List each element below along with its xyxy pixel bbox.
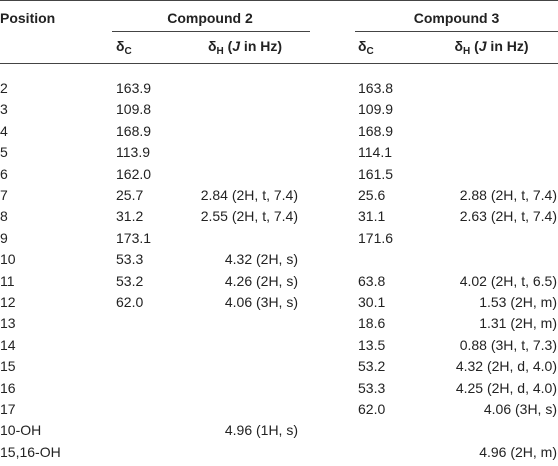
carbon-shift: 63.8: [358, 272, 386, 289]
position: 10: [0, 251, 16, 268]
carbon-shift: 168.9: [116, 122, 152, 139]
carbon-shift: 53.3: [116, 251, 144, 268]
subscript: H: [462, 46, 471, 57]
carbon-shift: 171.6: [358, 229, 394, 246]
carbon-shift: 114.1: [358, 144, 392, 161]
carbon-shift: 53.2: [358, 358, 386, 375]
position: 5: [0, 144, 8, 161]
coupling-j: J: [232, 38, 241, 54]
position: 10-OH: [0, 422, 42, 439]
carbon-shift: 109.8: [116, 101, 152, 118]
proton-shift: 4.06 (3H, s): [483, 401, 557, 417]
proton-shift: 4.32 (2H, d, 4.0): [455, 358, 557, 375]
carbon-shift: 113.9: [116, 144, 150, 161]
proton-shift: 4.96 (1H, s): [224, 422, 298, 439]
text: (: [223, 38, 233, 54]
carbon-shift: 162.0: [116, 165, 152, 182]
proton-shift: 4.26 (2H, s): [224, 272, 298, 289]
proton-shift: 2.63 (2H, t, 7.4): [459, 208, 557, 225]
text: in Hz): [486, 38, 529, 54]
header-compound: Compound 2: [167, 10, 253, 26]
group-rule: [355, 31, 558, 32]
subscript: C: [124, 46, 132, 57]
subscript: C: [366, 46, 374, 57]
proton-shift: 2.55 (2H, t, 7.4): [200, 208, 298, 225]
proton-shift: 1.53 (2H, m): [479, 294, 557, 310]
subheader-carbon: δC: [358, 37, 374, 57]
proton-shift: 1.31 (2H, m): [479, 315, 557, 332]
carbon-shift: 62.0: [116, 294, 144, 310]
position: 13: [0, 315, 16, 332]
carbon-shift: 18.6: [358, 315, 386, 332]
carbon-shift: 31.2: [116, 208, 144, 225]
delta: δ: [116, 38, 125, 54]
subheader-proton: δH (J in Hz): [180, 37, 310, 57]
position: 15,16-OH: [0, 443, 61, 460]
carbon-shift: 31.1: [358, 208, 386, 225]
carbon-shift: 62.0: [358, 401, 386, 417]
position: 4: [0, 122, 8, 139]
top-rule: [0, 0, 558, 1]
proton-shift: 2.84 (2H, t, 7.4): [200, 187, 298, 203]
position: 17: [0, 401, 16, 417]
group-rule: [112, 31, 310, 32]
proton-shift: 4.25 (2H, d, 4.0): [455, 379, 557, 396]
carbon-shift: 161.5: [358, 165, 394, 182]
subscript: H: [216, 46, 224, 57]
text: in Hz): [240, 38, 283, 54]
carbon-shift: 163.9: [116, 80, 152, 96]
carbon-shift: 30.1: [358, 294, 386, 310]
position: 7: [0, 187, 8, 203]
proton-shift: 4.06 (3H, s): [224, 294, 298, 310]
position: 15: [0, 358, 16, 375]
position: 2: [0, 80, 8, 96]
position: 11: [0, 272, 15, 289]
delta: δ: [358, 38, 367, 54]
position: 9: [0, 229, 8, 246]
carbon-shift: 163.8: [358, 80, 394, 96]
subheader-proton: δH (J in Hz): [425, 37, 558, 57]
carbon-shift: 173.1: [116, 229, 152, 246]
proton-shift: 2.88 (2H, t, 7.4): [459, 187, 557, 203]
position: 12: [0, 294, 16, 310]
carbon-shift: 13.5: [358, 336, 386, 353]
position: 14: [0, 336, 16, 353]
carbon-shift: 109.9: [358, 101, 394, 118]
proton-shift: 0.88 (3H, t, 7.3): [459, 336, 557, 353]
position: 16: [0, 379, 16, 396]
position: 6: [0, 165, 8, 182]
header-rule: [0, 63, 558, 64]
carbon-shift: 53.2: [116, 272, 144, 289]
carbon-shift: 168.9: [358, 122, 394, 139]
proton-shift: 4.32 (2H, s): [224, 251, 298, 268]
position: 8: [0, 208, 8, 225]
proton-shift: 4.02 (2H, t, 6.5): [459, 272, 557, 289]
text: (: [470, 38, 479, 54]
position: 3: [0, 101, 8, 118]
coupling-j: J: [478, 38, 487, 54]
carbon-shift: 53.3: [358, 379, 386, 396]
proton-shift: 4.96 (2H, m): [479, 443, 557, 460]
header-compound: Compound 3: [413, 10, 500, 26]
carbon-shift: 25.7: [116, 187, 144, 203]
subheader-carbon: δC: [116, 37, 132, 57]
delta: δ: [207, 38, 217, 54]
header-position: Position: [0, 10, 56, 26]
carbon-shift: 25.6: [358, 187, 386, 203]
delta: δ: [454, 38, 463, 54]
